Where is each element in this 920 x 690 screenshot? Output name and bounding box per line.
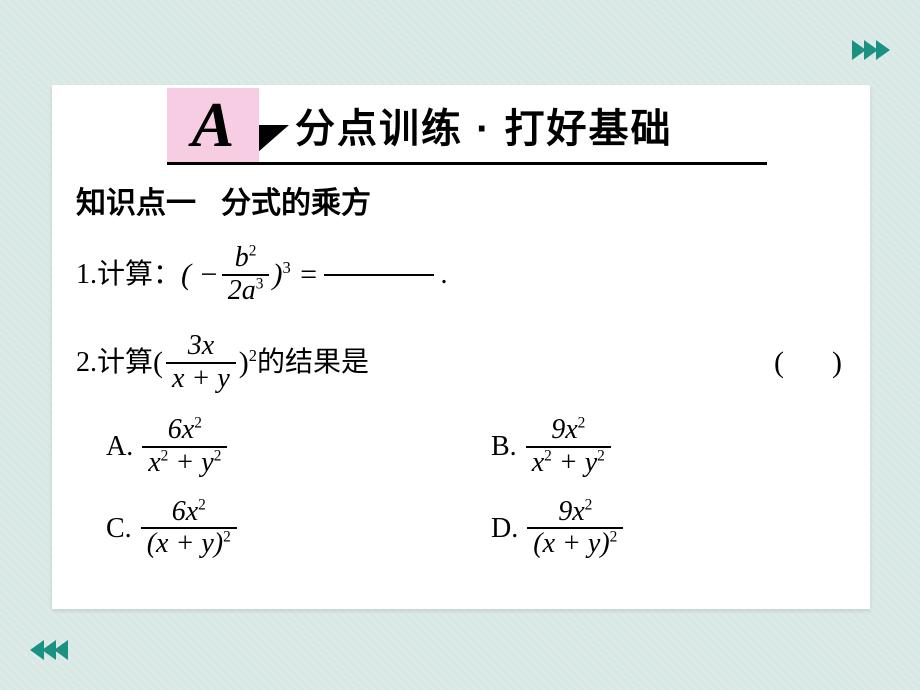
opt-den: (x + y)2 xyxy=(527,529,623,560)
opt-den: x2 + y2 xyxy=(526,448,611,479)
option-label: D. xyxy=(491,509,518,548)
banner-title: 分点训练 · 打好基础 xyxy=(295,96,673,158)
q2-index: 2. xyxy=(76,343,97,382)
chevrons-bottom-left xyxy=(30,640,68,660)
option-fraction: 6x2 x2 + y2 xyxy=(142,415,227,479)
q2-fraction: 3x x + y xyxy=(166,331,236,395)
q1-denominator: 2a3 xyxy=(222,276,270,307)
q2-tail: 的结果是 xyxy=(257,343,369,382)
chevron-icon xyxy=(30,640,44,660)
option-fraction: 6x2 (x + y)2 xyxy=(141,497,237,561)
opt-num: 9x2 xyxy=(552,497,598,528)
q2-verb: 计算 xyxy=(97,343,153,382)
paren-open: ( xyxy=(774,346,784,379)
option-a[interactable]: A. 6x2 x2 + y2 xyxy=(106,415,461,479)
chevron-icon xyxy=(42,640,56,660)
opt-num: 6x2 xyxy=(166,497,212,528)
q2-numerator: 3x xyxy=(182,331,220,362)
banner-letter: A xyxy=(192,93,235,157)
option-b[interactable]: B. 9x2 x2 + y2 xyxy=(491,415,846,479)
q1-tail: . xyxy=(440,255,447,294)
banner-triangle-icon xyxy=(257,125,289,153)
q2-open: ( xyxy=(153,342,163,384)
q1-close: )3 = xyxy=(272,254,318,296)
option-grid: A. 6x2 x2 + y2 B. 9x2 x2 + y2 C. 6x2 xyxy=(106,415,846,560)
option-d[interactable]: D. 9x2 (x + y)2 xyxy=(491,497,846,561)
banner-letter-box: A xyxy=(167,88,259,162)
opt-num: 9x2 xyxy=(545,415,591,446)
answer-blank[interactable] xyxy=(324,274,434,276)
option-label: B. xyxy=(491,427,517,466)
question-2: 2. 计算 ( 3x x + y )2 的结果是 () xyxy=(76,327,846,399)
kp-topic: 分式的乘方 xyxy=(221,187,371,220)
chevrons-top-right xyxy=(852,40,890,60)
q1-open: ( − xyxy=(181,254,219,296)
q1-numerator: b2 xyxy=(229,243,263,274)
knowledge-point-heading: 知识点一 分式的乘方 xyxy=(76,183,846,225)
option-label: C. xyxy=(106,509,132,548)
paren-close: ) xyxy=(832,346,842,379)
q2-close: )2 xyxy=(239,342,257,384)
kp-label: 知识点一 xyxy=(76,187,196,220)
q2-denominator: x + y xyxy=(166,364,236,395)
q1-index: 1. xyxy=(76,255,97,294)
option-label: A. xyxy=(106,427,133,466)
opt-den: (x + y)2 xyxy=(141,529,237,560)
option-fraction: 9x2 x2 + y2 xyxy=(526,415,611,479)
chevron-icon xyxy=(876,40,890,60)
content-card: A 分点训练 · 打好基础 知识点一 分式的乘方 1. 计算： ( − b2 2… xyxy=(52,85,870,609)
opt-den: x2 + y2 xyxy=(142,448,227,479)
q1-verb: 计算： xyxy=(97,255,181,294)
q2-answer-paren[interactable]: () xyxy=(774,342,846,384)
option-c[interactable]: C. 6x2 (x + y)2 xyxy=(106,497,461,561)
option-fraction: 9x2 (x + y)2 xyxy=(527,497,623,561)
section-banner: A 分点训练 · 打好基础 xyxy=(167,91,767,165)
q1-fraction: b2 2a3 xyxy=(222,243,270,307)
chevron-icon xyxy=(54,640,68,660)
content-body: 知识点一 分式的乘方 1. 计算： ( − b2 2a3 )3 = . 2. 计… xyxy=(52,165,870,560)
opt-num: 6x2 xyxy=(162,415,208,446)
question-1: 1. 计算： ( − b2 2a3 )3 = . xyxy=(76,239,846,311)
